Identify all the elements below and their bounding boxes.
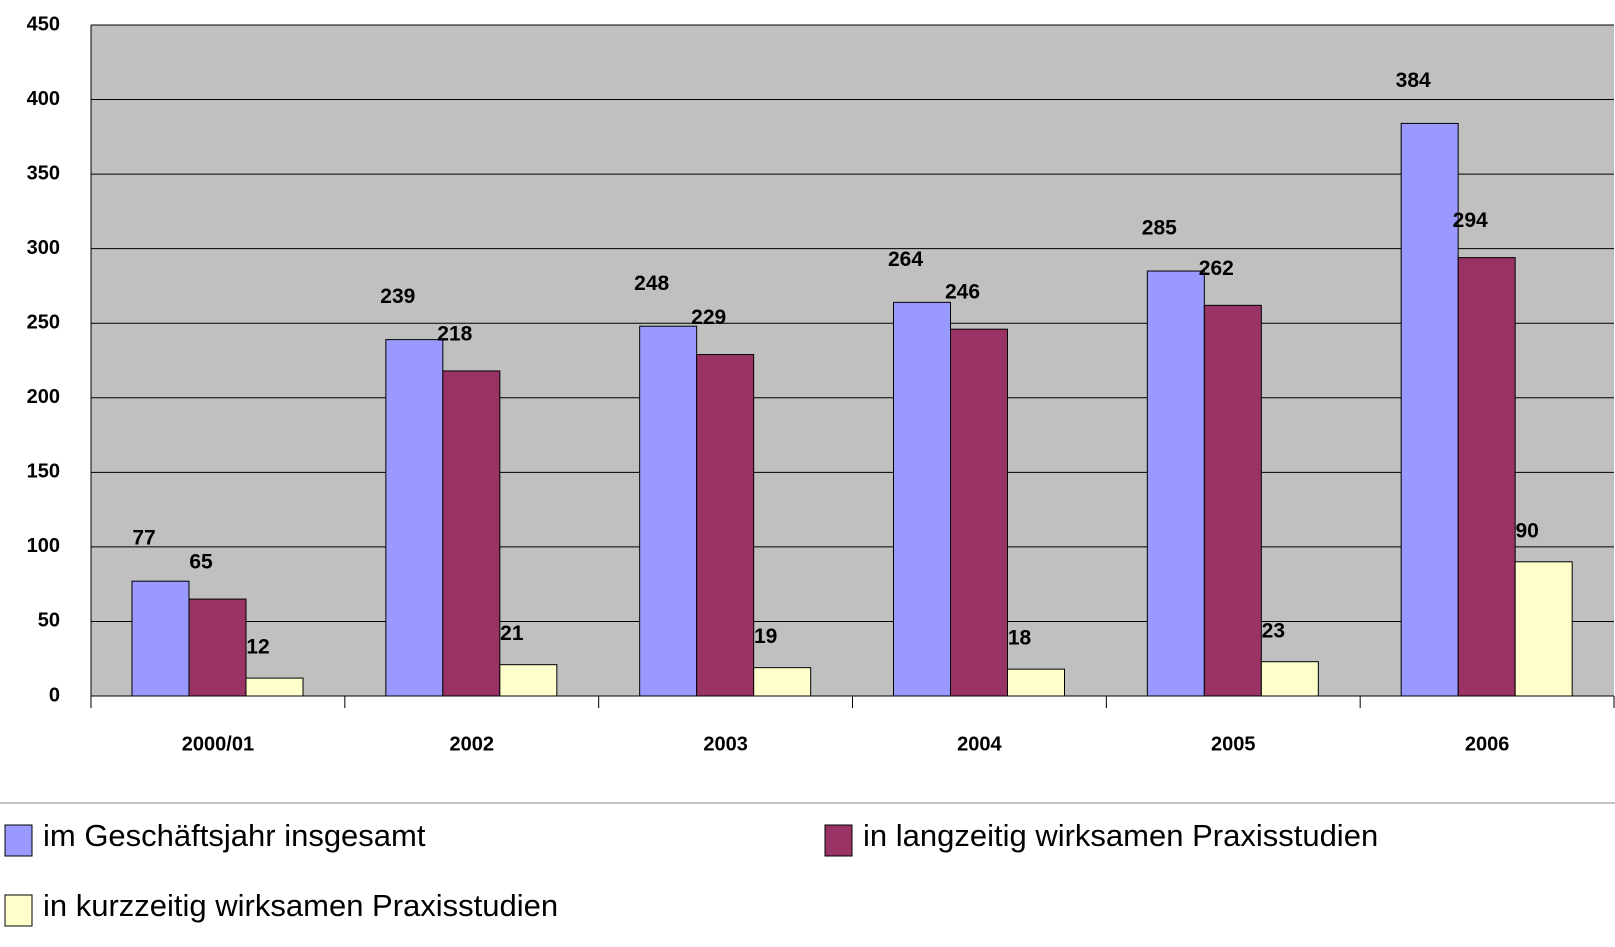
bar [696,354,755,697]
y-tick-label: 300 [27,237,60,259]
y-tick-label: 50 [38,610,60,632]
x-tick-label: 2006 [1465,733,1510,755]
bar [893,301,951,697]
bar [385,339,444,697]
bar [442,370,501,697]
x-tick-label: 2005 [1211,733,1256,755]
y-tick-label: 250 [27,312,60,334]
bar [1514,561,1573,697]
legend-label: in kurzzeitig wirksamen Praxisstudien [43,888,558,923]
data-label: 218 [437,322,472,345]
bar [131,580,190,697]
y-tick-label: 200 [27,386,60,408]
bar [950,328,1008,697]
data-label: 77 [132,527,155,550]
y-tick-label: 450 [27,13,60,35]
data-label: 65 [189,551,213,574]
data-label: 239 [380,285,415,308]
bar [753,667,812,697]
y-tick-label: 150 [27,461,60,483]
data-label: 264 [888,248,923,271]
data-label: 262 [1199,257,1234,280]
legend-swatch [4,824,33,857]
data-label: 384 [1396,69,1431,92]
legend-label: in langzeitig wirksamen Praxisstudien [863,818,1378,853]
data-label: 12 [246,636,269,659]
x-tick-label: 2003 [703,733,748,755]
bar [188,598,247,697]
bar [499,664,558,697]
bar [1260,661,1319,697]
data-label: 90 [1515,519,1538,542]
data-label: 21 [500,622,524,645]
x-tick-label: 2002 [450,733,495,755]
bar [1007,668,1065,697]
data-label: 19 [754,625,777,648]
data-label: 229 [691,306,726,329]
data-label: 285 [1142,217,1177,240]
bar [245,677,304,697]
y-tick-label: 350 [27,162,60,184]
legend-swatch [824,824,853,857]
bar [1400,122,1459,697]
bar [639,325,698,697]
legend-label: im Geschäftsjahr insgesamt [43,818,426,853]
data-label: 248 [634,272,669,295]
x-tick-label: 2000/01 [182,733,254,755]
data-label: 246 [945,281,980,304]
bar [1203,304,1262,697]
bar [1457,257,1516,697]
data-label: 18 [1008,627,1032,650]
bar [1146,270,1205,697]
data-label: 23 [1262,619,1285,642]
y-tick-label: 0 [49,684,60,706]
y-tick-label: 100 [27,535,60,557]
x-tick-label: 2004 [957,733,1002,755]
plot-area [91,25,1614,696]
legend-swatch [4,894,33,927]
y-tick-label: 400 [27,88,60,110]
data-label: 294 [1453,209,1488,232]
